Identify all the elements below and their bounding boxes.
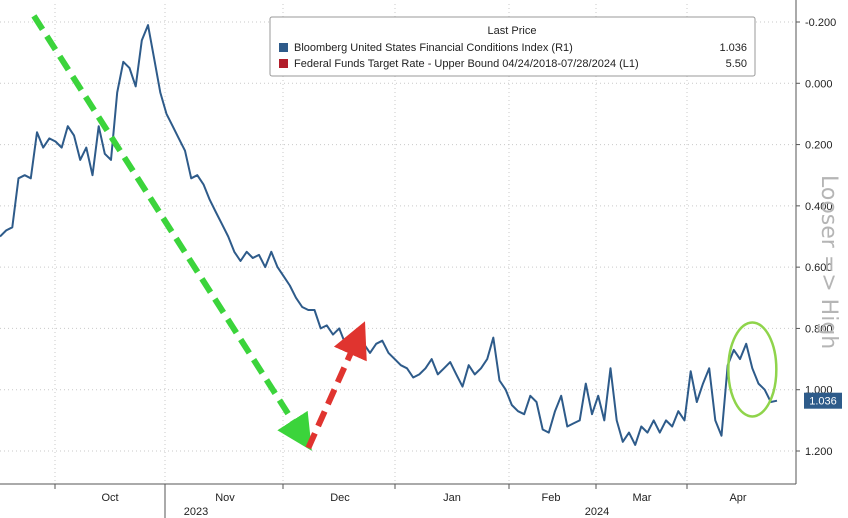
series	[0, 24, 778, 446]
series-line-fci	[0, 24, 778, 446]
side-annotation: Looser => High	[816, 175, 841, 349]
highlight-ellipse	[727, 321, 778, 418]
y-tick-label: 0.600	[805, 262, 833, 274]
month-label-mar: Mar	[633, 492, 652, 504]
y-tick-label: 0.800	[805, 323, 833, 335]
month-label-dec: Dec	[330, 492, 350, 504]
last-value-badge	[804, 392, 842, 409]
last-value-badge-text: 1.036	[809, 396, 837, 408]
month-labels: Oct Nov Dec Jan Feb Mar Apr 2023 2024	[101, 492, 746, 518]
month-label-jan: Jan	[443, 492, 461, 504]
annotations	[31, 14, 778, 451]
y-tick-label: -0.200	[805, 17, 836, 29]
month-label-nov: Nov	[215, 492, 235, 504]
legend-box	[269, 16, 756, 77]
month-label-feb: Feb	[542, 492, 561, 504]
uptrend-arrow	[305, 321, 367, 450]
legend-label-fci: Bloomberg United States Financial Condit…	[294, 42, 573, 54]
month-label-oct: Oct	[101, 492, 118, 504]
legend-label-fedfunds: Federal Funds Target Rate - Upper Bound …	[294, 58, 639, 70]
legend: Last Price Bloomberg United States Finan…	[269, 16, 756, 77]
y-tick-label: 0.400	[805, 201, 833, 213]
legend-swatch-fedfunds	[279, 59, 288, 68]
month-label-apr: Apr	[729, 492, 746, 504]
legend-swatch-fci	[279, 43, 288, 52]
y-tick-label: 0.200	[805, 140, 833, 152]
legend-header: Last Price	[488, 25, 537, 37]
y-tick-label: 0.000	[805, 78, 833, 90]
year-label-2024: 2024	[585, 506, 609, 518]
y-tick-label: 1.200	[805, 446, 833, 458]
downtrend-arrow	[31, 14, 312, 451]
year-label-2023: 2023	[184, 506, 208, 518]
last-value-badge-group: 1.036	[804, 392, 842, 409]
legend-value-fedfunds: 5.50	[726, 58, 747, 70]
legend-value-fci: 1.036	[719, 42, 747, 54]
